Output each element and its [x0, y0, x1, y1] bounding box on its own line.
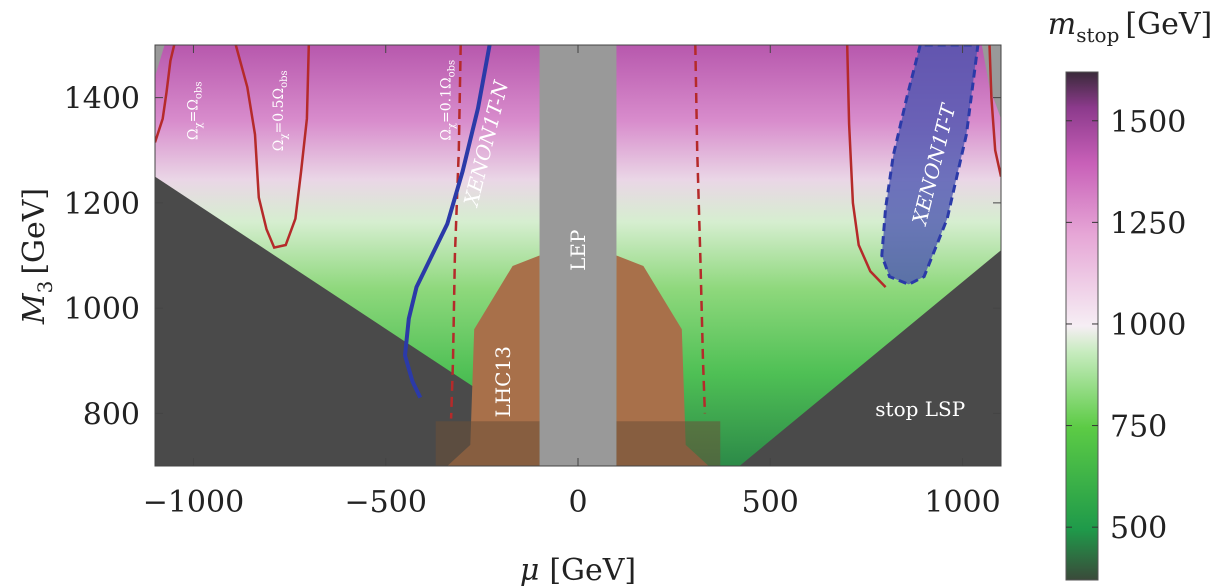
colorbar-tick-label: 1000: [1110, 308, 1186, 343]
relic-label-01-part: Ω: [438, 129, 454, 141]
relic-label-01-part: =0.1Ω: [438, 77, 454, 123]
relic-label-1: Ωχ=Ωobs: [185, 81, 204, 140]
y-axis-title: M3[GeV]: [17, 188, 57, 325]
colorbar: [1065, 71, 1099, 581]
relic-label-05-part: χ: [279, 134, 290, 140]
relic-contour-1: [155, 45, 176, 143]
relic-label-1-part: =Ω: [185, 99, 201, 122]
relic-label-05-part: obs: [279, 70, 290, 88]
stop-lsp-label: stop LSP: [875, 397, 965, 421]
relic-label-01-part: χ: [446, 123, 457, 129]
y-tick-label: 800: [83, 397, 140, 432]
lep-label: LEP: [566, 230, 590, 271]
lhc13-region-right: [616, 255, 709, 466]
lhc13-label: LHC13: [491, 346, 515, 417]
relic-contour-3: [449, 45, 462, 419]
lhc13-region-left: [447, 255, 540, 466]
y-tick-label: 1000: [64, 292, 140, 327]
relic-label-1-part: obs: [193, 81, 204, 99]
relic-label-01-part: obs: [446, 60, 457, 78]
colorbar-tick-label: 500: [1110, 511, 1167, 546]
relic-contour-4: [694, 45, 707, 414]
relic-contour-2: [234, 45, 311, 250]
colorbar-tick-label: 1250: [1110, 206, 1186, 241]
relic-label-05: Ωχ=0.5Ωobs: [271, 70, 290, 151]
stop-lsp-region-left: [155, 176, 482, 466]
axes: −1000 −500 0 500 1000 800 1000 1200 1400: [64, 45, 1001, 520]
xenon1t-n-line: [402, 45, 492, 399]
colorbar-ticks: 500 750 1000 1250 1500: [1066, 105, 1186, 546]
relic-label-1-part: χ: [193, 122, 204, 128]
lep-region: [539, 45, 617, 466]
x-tick-label: −500: [345, 485, 427, 520]
stop-lsp-region-right: [739, 250, 1001, 466]
y-tick-label: 1200: [64, 187, 140, 222]
x-tick-label: −1000: [143, 485, 244, 520]
colorbar-tick-label: 750: [1110, 410, 1167, 445]
x-tick-label: 500: [742, 485, 799, 520]
colorbar-tick-label: 1500: [1110, 105, 1186, 140]
x-tick-label: 1000: [924, 485, 1000, 520]
relic-label-01: Ωχ=0.1Ωobs: [438, 60, 457, 141]
x-tick-label: 0: [568, 485, 587, 520]
y-tick-label: 1400: [64, 82, 140, 117]
x-axis-title: μ [GeV]: [520, 553, 636, 588]
relic-contour-5: [845, 45, 887, 288]
relic-label-05-part: Ω: [271, 140, 287, 152]
xenon1t-t-region: [880, 45, 980, 287]
relic-label-05-part: =0.5Ω: [271, 88, 287, 134]
plot-area: [155, 45, 1001, 466]
colorbar-title: mstop [GeV]: [1048, 7, 1212, 47]
relic-contour-6: [988, 45, 1001, 177]
corner-region-left: [155, 45, 165, 77]
relic-label-1-part: Ω: [185, 128, 201, 140]
